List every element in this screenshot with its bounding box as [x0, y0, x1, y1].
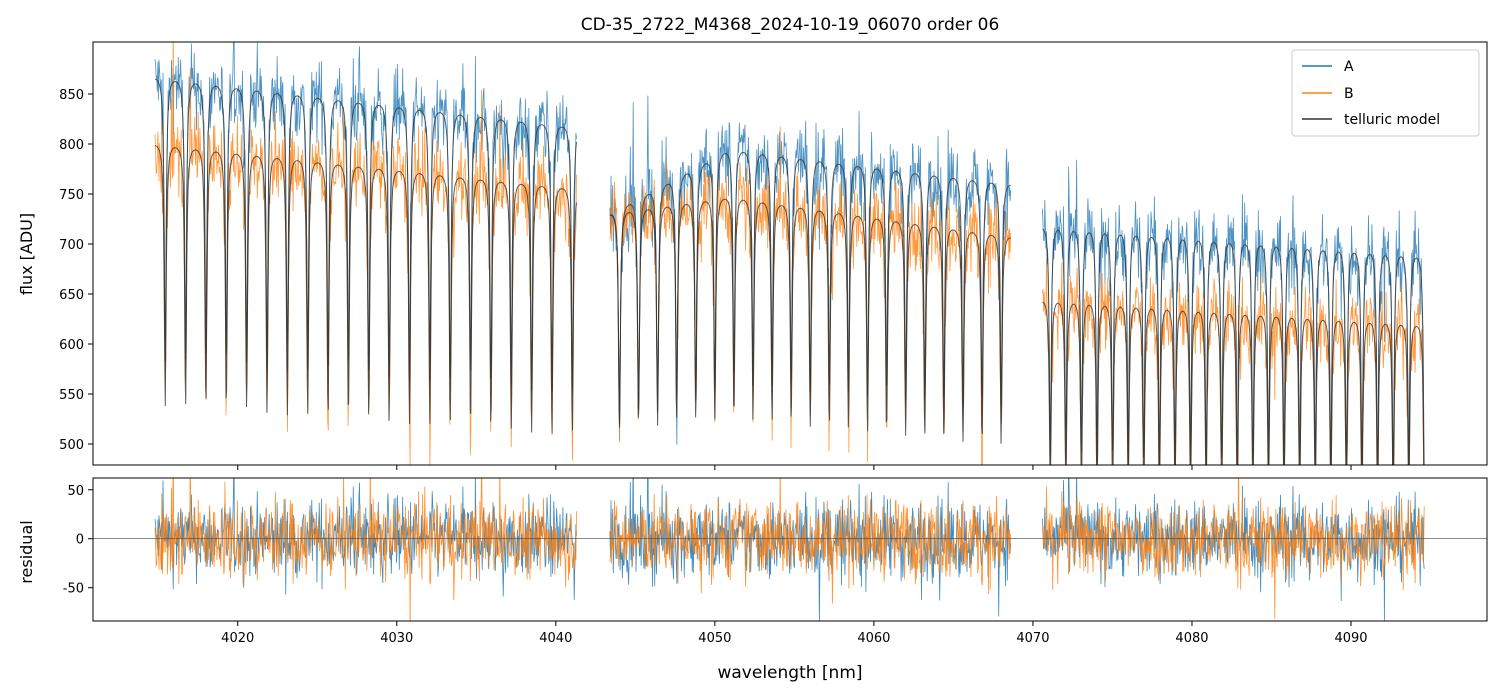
x-tick-label: 4070 [1016, 631, 1049, 646]
flux-ytick-label: 600 [59, 338, 84, 353]
x-tick-label: 4080 [1175, 631, 1208, 646]
x-tick-label: 4020 [221, 631, 254, 646]
residual-ytick-label: 0 [76, 533, 84, 548]
flux-ytick-label: 500 [59, 438, 84, 453]
residual-ytick-label: -50 [63, 582, 84, 597]
flux-ytick-label: 650 [59, 288, 84, 303]
flux-panel: 500 550 600 650 700 750 800 850 flux [ADU] [17, 41, 1488, 470]
flux-ytick-label: 750 [59, 188, 84, 203]
legend-label-telluric: telluric model [1344, 112, 1440, 128]
flux-ylabel: flux [ADU] [17, 213, 36, 295]
flux-ytick-label: 800 [59, 138, 84, 153]
x-tick-label: 4060 [857, 631, 890, 646]
flux-ytick-label: 550 [59, 388, 84, 403]
x-tick-label: 4030 [380, 631, 413, 646]
residual-ylabel: residual [17, 520, 36, 583]
telluric-model-b [154, 145, 1425, 465]
residual-ytick-label: 50 [67, 484, 84, 499]
legend-box [1291, 49, 1480, 137]
series-b-residual [154, 478, 1425, 621]
chart-title: CD-35_2722_M4368_2024-10-19_06070 order … [581, 15, 1000, 35]
flux-axes-frame [92, 41, 1488, 466]
flux-ytick-label: 700 [59, 238, 84, 253]
x-axis-label: wavelength [nm] [717, 663, 862, 683]
legend: A B telluric model [1291, 49, 1480, 137]
x-tick-label: 4040 [539, 631, 572, 646]
residual-axes-frame [92, 477, 1488, 622]
x-tick-label: 4050 [698, 631, 731, 646]
legend-label-a: A [1344, 59, 1354, 75]
x-tick-label: 4090 [1334, 631, 1367, 646]
flux-ytick-label: 850 [59, 88, 84, 103]
legend-label-b: B [1344, 86, 1354, 102]
